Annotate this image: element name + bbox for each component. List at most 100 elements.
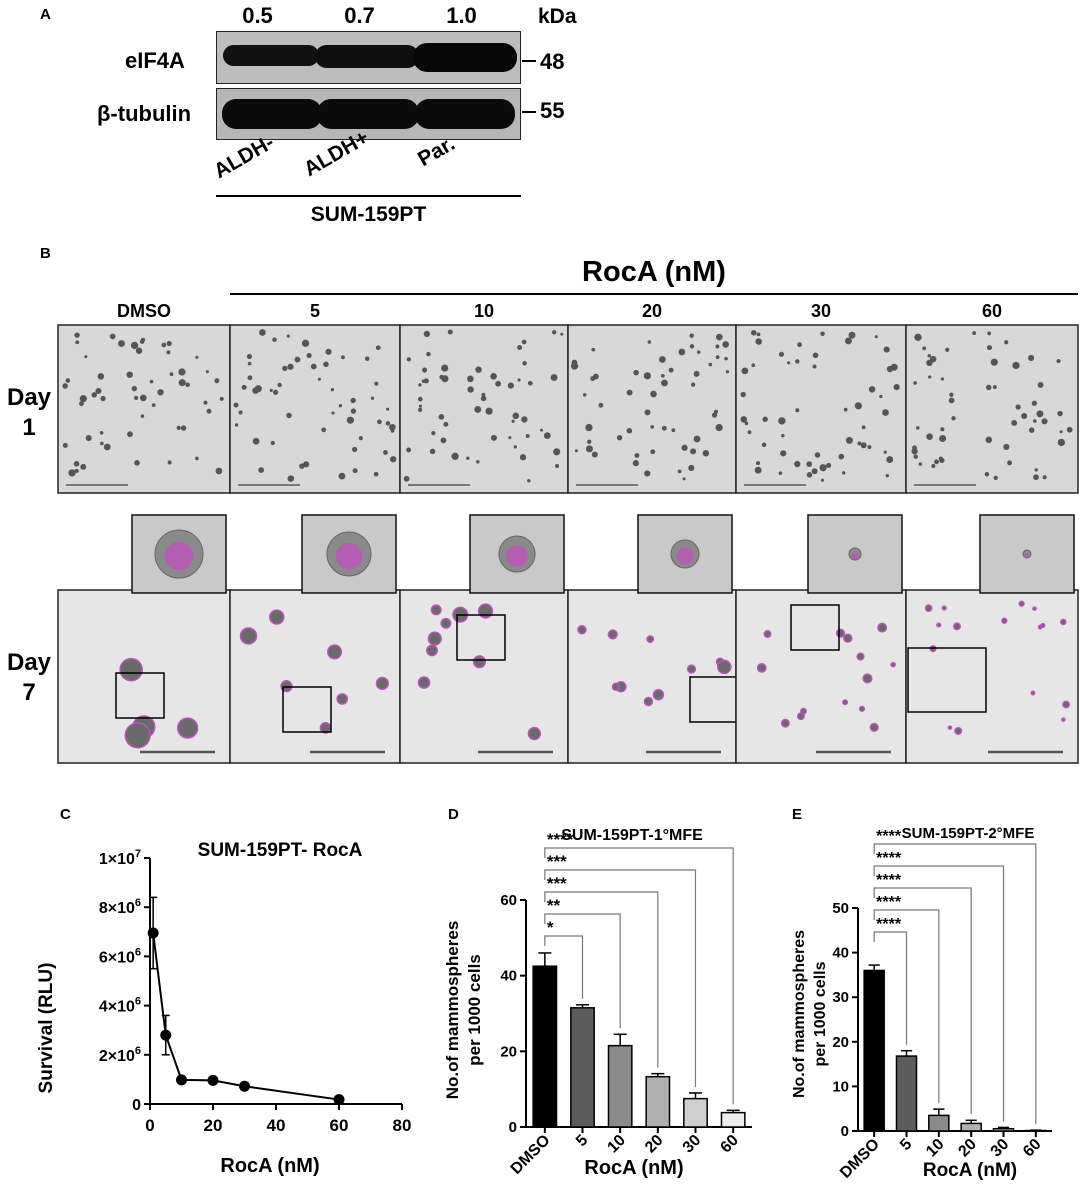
cell-dot bbox=[922, 346, 927, 351]
cell-dot bbox=[134, 460, 140, 466]
zoom-inset bbox=[469, 514, 565, 594]
cell-dot bbox=[185, 382, 190, 388]
cell-dot bbox=[74, 332, 80, 338]
mammosphere bbox=[858, 705, 866, 712]
significance-bracket bbox=[544, 847, 734, 1105]
bar bbox=[928, 1114, 950, 1132]
mammosphere bbox=[869, 722, 879, 732]
cell-dot bbox=[73, 461, 80, 467]
cell-dot bbox=[762, 416, 768, 422]
cell-dot bbox=[1033, 419, 1037, 423]
chart-title: SUM-159PT-1°MFE bbox=[561, 827, 703, 844]
cell-dot bbox=[167, 460, 172, 465]
inset-stain bbox=[851, 552, 859, 560]
cell-dot bbox=[118, 340, 125, 348]
cell-dot bbox=[178, 379, 186, 387]
cell-dot bbox=[616, 434, 623, 441]
cell-dot bbox=[215, 467, 223, 475]
protein-band bbox=[415, 99, 515, 129]
cell-dot bbox=[860, 442, 867, 449]
image-field bbox=[905, 589, 1079, 764]
x-tick-label: 20 bbox=[955, 1136, 980, 1161]
cell-dot bbox=[507, 382, 514, 389]
mammosphere bbox=[936, 622, 942, 628]
cell-dot bbox=[97, 373, 105, 380]
x-tick-label: DMSO bbox=[837, 1136, 883, 1182]
cell-dot bbox=[689, 333, 694, 338]
cell-dot bbox=[1031, 400, 1037, 406]
mammosphere bbox=[717, 659, 732, 675]
cell-dot bbox=[643, 372, 651, 380]
mammosphere bbox=[1001, 617, 1008, 624]
cell-dot bbox=[661, 379, 668, 387]
cell-dot bbox=[985, 384, 992, 391]
cell-dot bbox=[364, 356, 370, 362]
cell-dot bbox=[931, 463, 936, 468]
y-tick-label: 20 bbox=[832, 1034, 849, 1051]
cell-dot bbox=[85, 435, 92, 442]
mammosphere bbox=[835, 628, 846, 638]
cell-dot bbox=[778, 471, 783, 475]
data-point bbox=[160, 1029, 172, 1041]
band-ratio: 0.7 bbox=[344, 3, 375, 28]
cell-dot bbox=[272, 337, 277, 342]
treatment-group-line bbox=[230, 293, 1078, 295]
x-tick-label: 40 bbox=[267, 1116, 286, 1135]
cell-dot bbox=[511, 419, 515, 423]
cell-dot bbox=[939, 457, 945, 464]
mammosphere bbox=[336, 693, 349, 705]
cell-dot bbox=[1036, 410, 1044, 418]
cell-dot bbox=[1056, 358, 1061, 364]
cell-dot bbox=[374, 381, 379, 386]
cell-dot bbox=[702, 449, 710, 457]
cell-dot bbox=[270, 440, 275, 446]
cell-dot bbox=[756, 461, 760, 466]
cell-dot bbox=[893, 383, 900, 391]
cell-dot bbox=[438, 413, 445, 420]
cell-dot bbox=[91, 392, 97, 398]
cell-dot bbox=[1033, 474, 1039, 481]
cell-dot bbox=[517, 378, 521, 382]
cell-dot bbox=[986, 345, 993, 351]
cell-dot bbox=[592, 373, 599, 380]
inset-stain bbox=[335, 542, 363, 570]
cell-dot bbox=[259, 329, 266, 336]
cell-dot bbox=[781, 433, 785, 438]
significance-bracket bbox=[873, 931, 908, 1045]
x-tick-label: 20 bbox=[642, 1132, 667, 1157]
cell-dot bbox=[203, 400, 208, 405]
cell-dot bbox=[926, 433, 933, 440]
cell-dot bbox=[843, 407, 848, 412]
cell-dot bbox=[812, 352, 819, 359]
x-tick-label: 60 bbox=[717, 1132, 742, 1157]
cell-dot bbox=[795, 408, 800, 413]
cell-dot bbox=[751, 363, 756, 368]
cell-dot bbox=[826, 462, 832, 468]
cell-dot bbox=[109, 333, 116, 340]
cell-dot bbox=[214, 378, 220, 384]
cell-dot bbox=[778, 417, 786, 425]
cell-dot bbox=[134, 395, 139, 400]
significance-bracket bbox=[544, 891, 659, 1068]
cell-dot bbox=[949, 392, 954, 397]
cell-dot bbox=[127, 431, 133, 438]
row-label-word: Day bbox=[6, 649, 52, 676]
primary-mfe-bar-chart: SUM-159PT-1°MFE RocA (nM) No.of mammosph… bbox=[443, 827, 752, 1179]
cell-dot bbox=[756, 332, 761, 337]
cell-dot bbox=[352, 468, 358, 474]
cell-dot bbox=[867, 445, 872, 450]
cell-dot bbox=[286, 334, 290, 338]
cell-dot bbox=[747, 430, 752, 435]
cell-dot bbox=[945, 347, 950, 352]
x-tick-label: 5 bbox=[573, 1132, 591, 1150]
cell-dot bbox=[794, 460, 801, 468]
cell-dot bbox=[247, 361, 252, 366]
cell-dot bbox=[1037, 382, 1044, 388]
panel-letter-d: D bbox=[448, 806, 459, 823]
cell-dot bbox=[301, 339, 310, 347]
cell-dot bbox=[598, 402, 604, 408]
cell-dot bbox=[429, 448, 436, 455]
day1-image-tile bbox=[905, 324, 1079, 494]
y-tick-label: 6×106 bbox=[99, 946, 141, 966]
cell-dot bbox=[131, 385, 138, 392]
